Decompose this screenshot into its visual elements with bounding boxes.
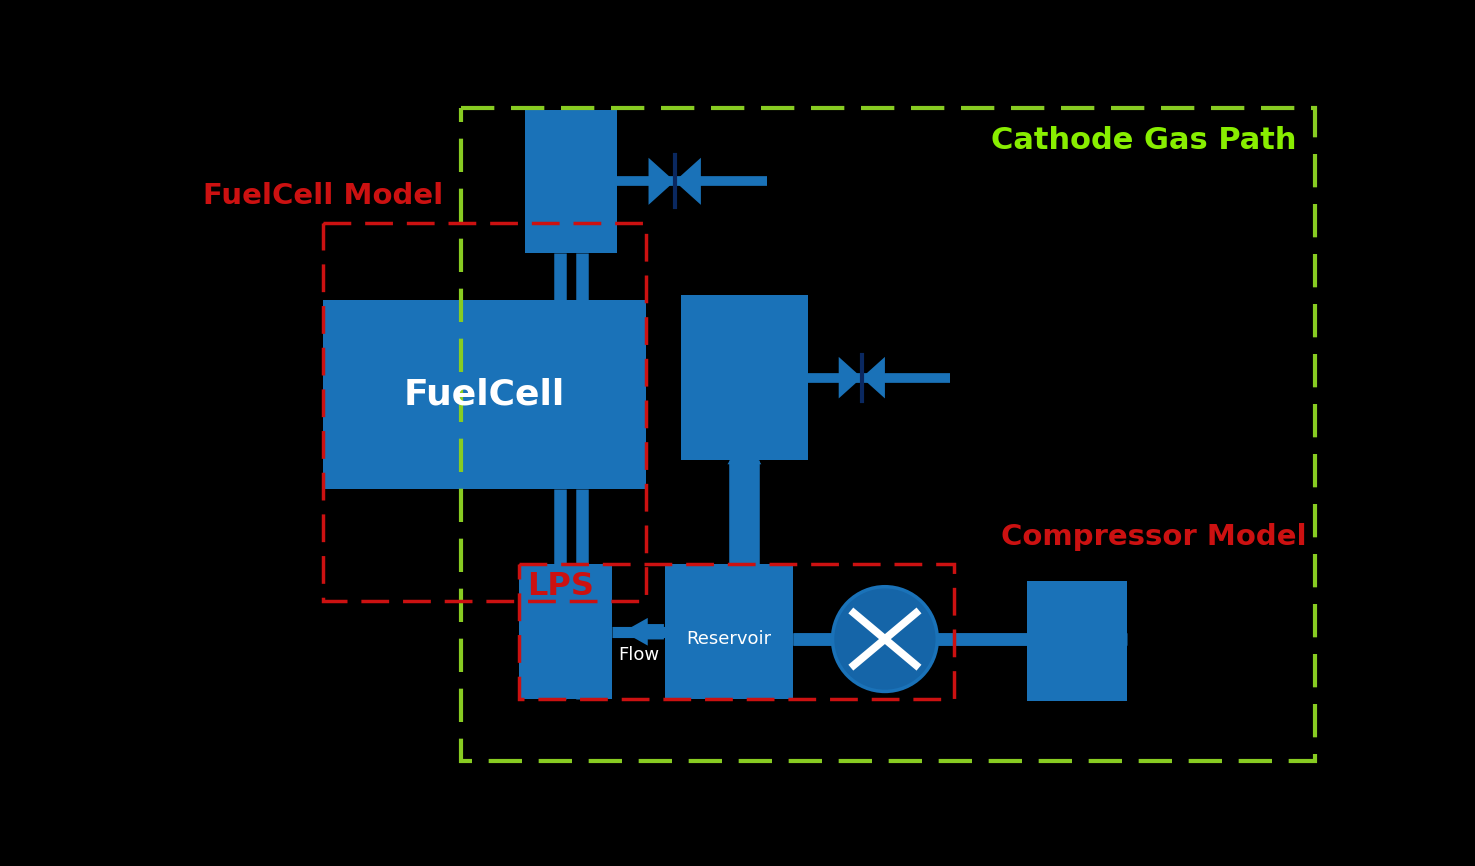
Bar — [519, 565, 612, 699]
Polygon shape — [861, 357, 885, 398]
Text: Cathode Gas Path: Cathode Gas Path — [991, 126, 1307, 155]
Bar — [1028, 581, 1127, 701]
Text: Reservoir: Reservoir — [686, 630, 771, 649]
FancyArrow shape — [622, 618, 664, 646]
Bar — [323, 223, 646, 600]
Polygon shape — [727, 437, 761, 464]
Polygon shape — [839, 357, 861, 398]
Text: LPS: LPS — [527, 571, 594, 602]
Text: FuelCell: FuelCell — [404, 378, 565, 411]
Bar — [665, 565, 792, 699]
Polygon shape — [649, 158, 674, 205]
Bar — [519, 565, 954, 699]
Polygon shape — [674, 158, 701, 205]
Text: Flow: Flow — [618, 646, 659, 663]
Text: FuelCell Model: FuelCell Model — [204, 182, 444, 210]
Bar — [525, 110, 617, 253]
Bar — [323, 301, 646, 489]
Text: Compressor Model: Compressor Model — [1002, 522, 1307, 551]
Ellipse shape — [832, 586, 937, 691]
Bar — [462, 107, 1314, 760]
Bar — [681, 295, 808, 461]
